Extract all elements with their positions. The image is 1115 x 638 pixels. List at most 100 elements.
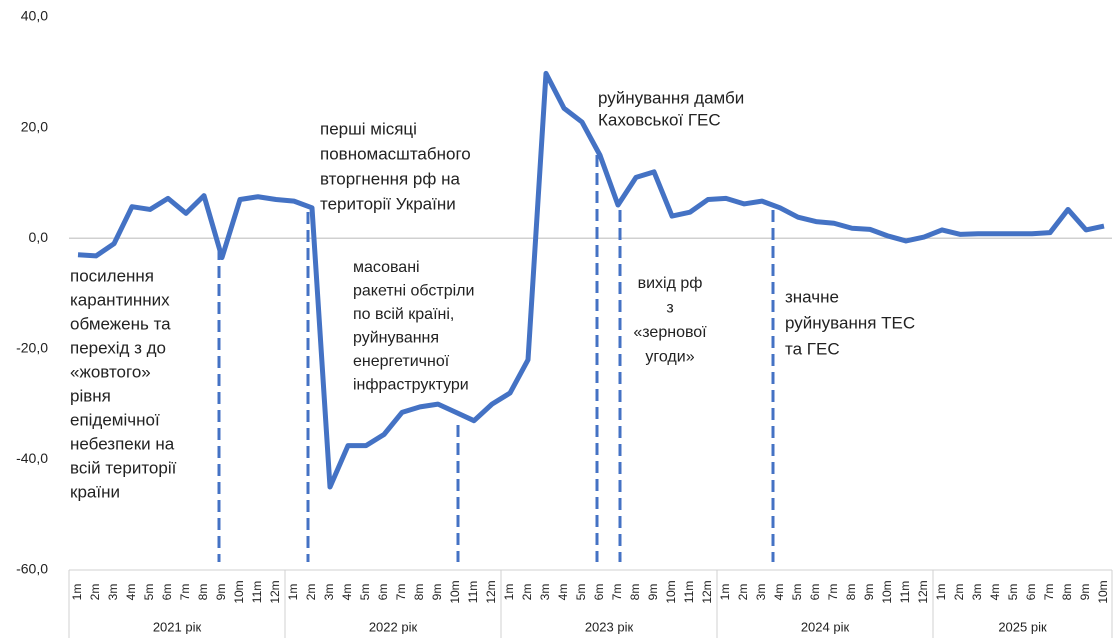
annotation: повномасштабного — [320, 144, 471, 163]
x-tick-label: 5m — [790, 584, 804, 601]
x-tick-label: 9m — [862, 584, 876, 601]
y-tick-label: 40,0 — [21, 8, 48, 24]
annotation: вихід рф — [638, 275, 703, 292]
annotation: «жовтого» — [70, 362, 151, 381]
x-tick-label: 12m — [700, 580, 714, 603]
x-tick-label: 3m — [538, 584, 552, 601]
annotation: епідемічної — [70, 410, 160, 429]
x-tick-label: 6m — [808, 584, 822, 601]
x-tick-label: 10m — [232, 580, 246, 603]
x-tick-label: 10m — [880, 580, 894, 603]
annotation: енергетичної — [353, 353, 450, 370]
annotation: руйнування дамби — [598, 88, 744, 107]
annotation: рівня — [70, 386, 111, 405]
x-tick-label: 4m — [124, 584, 138, 601]
annotation: ракетні обстріли — [353, 283, 474, 300]
x-tick-label: 8m — [412, 584, 426, 601]
annotation: перехід з до — [70, 338, 166, 357]
annotation: по всій країні, — [353, 306, 454, 323]
x-tick-label: 12m — [268, 580, 282, 603]
x-tick-label: 2m — [304, 584, 318, 601]
x-tick-label: 9m — [646, 584, 660, 601]
x-tick-label: 1m — [502, 584, 516, 601]
y-tick-label: -20,0 — [16, 340, 48, 356]
y-tick-label: -60,0 — [16, 561, 48, 577]
x-tick-label: 12m — [916, 580, 930, 603]
group-label: 2023 рік — [585, 619, 634, 634]
x-tick-label: 7m — [394, 584, 408, 601]
annotation: країни — [70, 482, 120, 501]
annotation: з — [666, 300, 673, 317]
group-label: 2021 рік — [153, 619, 202, 634]
x-tick-label: 3m — [322, 584, 336, 601]
annotation: угоди» — [645, 349, 694, 366]
annotation: карантинних — [70, 290, 170, 309]
x-tick-label: 7m — [178, 584, 192, 601]
x-tick-label: 11m — [250, 581, 264, 603]
x-tick-label: 5m — [1006, 584, 1020, 601]
x-tick-label: 10m — [448, 580, 462, 603]
x-tick-label: 4m — [988, 584, 1002, 601]
x-tick-label: 2m — [520, 584, 534, 601]
x-tick-label: 6m — [1024, 584, 1038, 601]
x-tick-label: 1m — [70, 584, 84, 601]
x-tick-label: 2m — [88, 584, 102, 601]
x-tick-label: 4m — [556, 584, 570, 601]
annotation: та ГЕС — [785, 339, 840, 358]
x-tick-label: 7m — [826, 584, 840, 601]
group-label: 2024 рік — [801, 619, 850, 634]
x-tick-label: 1m — [934, 584, 948, 601]
x-tick-label: 3m — [106, 584, 120, 601]
annotation: території України — [320, 194, 456, 213]
x-tick-label: 9m — [430, 584, 444, 601]
annotation: Каховської ГЕС — [598, 110, 721, 129]
x-tick-label: 8m — [844, 584, 858, 601]
x-tick-label: 12m — [484, 580, 498, 603]
x-tick-label: 1m — [718, 584, 732, 601]
x-tick-label: 7m — [610, 584, 624, 601]
annotation: інфраструктури — [353, 377, 469, 394]
x-tick-label: 4m — [340, 584, 354, 601]
annotation: масовані — [353, 259, 420, 276]
annotation: всій території — [70, 458, 177, 477]
x-tick-label: 10m — [1096, 580, 1110, 603]
data-line — [77, 70, 1105, 490]
x-tick-label: 9m — [1078, 584, 1092, 601]
y-tick-label: -40,0 — [16, 450, 48, 466]
x-tick-label: 6m — [592, 584, 606, 601]
y-tick-label: 0,0 — [29, 229, 49, 245]
x-tick-label: 10m — [664, 580, 678, 603]
x-tick-label: 6m — [376, 584, 390, 601]
x-tick-label: 4m — [772, 584, 786, 601]
annotation: перші місяці — [320, 119, 417, 138]
x-tick-label: 8m — [628, 584, 642, 601]
group-label: 2025 рік — [998, 619, 1047, 634]
x-tick-label: 11m — [466, 581, 480, 603]
x-tick-label: 3m — [754, 584, 768, 601]
x-tick-label: 8m — [196, 584, 210, 601]
group-label: 2022 рік — [369, 619, 418, 634]
annotation: руйнування ТЕС — [785, 313, 915, 332]
x-tick-label: 2m — [952, 584, 966, 601]
x-tick-label: 9m — [214, 584, 228, 601]
annotation: значне — [785, 287, 839, 306]
annotation: «зернової — [633, 324, 707, 341]
x-tick-label: 2m — [736, 584, 750, 601]
annotation: небезпеки на — [70, 434, 175, 453]
x-tick-label: 11m — [682, 581, 696, 603]
x-tick-label: 5m — [142, 584, 156, 601]
x-tick-label: 5m — [358, 584, 372, 601]
x-tick-label: 11m — [898, 581, 912, 603]
x-tick-label: 7m — [1042, 584, 1056, 601]
x-tick-label: 5m — [574, 584, 588, 601]
annotation: вторгнення рф на — [320, 169, 460, 188]
annotation: посилення — [70, 266, 154, 285]
x-tick-label: 6m — [160, 584, 174, 601]
x-tick-label: 3m — [970, 584, 984, 601]
annotation: обмежень та — [70, 314, 171, 333]
x-tick-label: 1m — [286, 584, 300, 601]
x-tick-label: 8m — [1060, 584, 1074, 601]
annotation: руйнування — [353, 330, 439, 347]
y-tick-label: 20,0 — [21, 118, 48, 134]
